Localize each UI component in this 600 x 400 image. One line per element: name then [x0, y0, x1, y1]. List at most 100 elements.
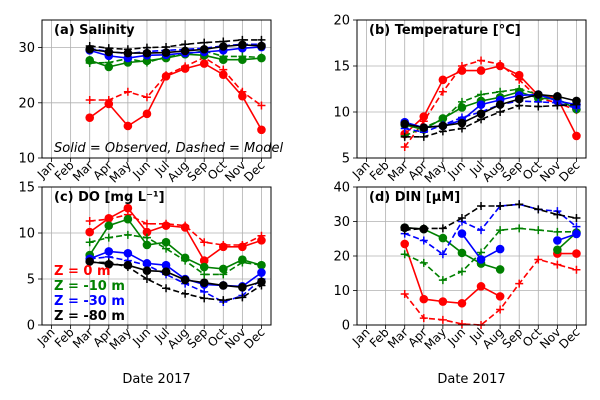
- model-point: [477, 226, 486, 235]
- observed-line: [89, 53, 262, 68]
- model-point: [142, 43, 151, 52]
- observed-point: [572, 229, 581, 239]
- model-point: [142, 233, 151, 242]
- observed-point: [400, 239, 410, 249]
- xtick-label: Dec: [241, 325, 267, 351]
- model-line: [404, 203, 578, 256]
- model-point: [104, 44, 113, 53]
- model-line: [89, 213, 262, 246]
- model-point: [572, 222, 581, 231]
- model-point: [553, 260, 562, 269]
- observed-point: [257, 125, 266, 135]
- ytick-label: 10: [18, 227, 35, 242]
- model-point: [534, 226, 543, 235]
- model-point: [534, 255, 543, 264]
- model-point: [572, 100, 581, 109]
- model-point: [123, 45, 132, 54]
- model-point: [496, 226, 505, 235]
- xtick-label: Jun: [129, 325, 153, 349]
- model-point: [515, 101, 524, 110]
- model-point: [419, 258, 428, 267]
- model-point: [123, 87, 132, 96]
- model-point: [181, 256, 190, 265]
- observed-point: [123, 121, 133, 131]
- model-point: [400, 132, 409, 141]
- model-point: [400, 250, 409, 259]
- panel-din: 010203040JanFebMarAprMayJunJulAugSepOctN…: [333, 181, 587, 387]
- observed-point: [438, 233, 448, 243]
- ytick-label: 30: [333, 215, 350, 230]
- model-point: [438, 250, 447, 259]
- observed-point: [514, 70, 524, 80]
- observed-point: [514, 94, 524, 104]
- panel-note: Solid = Observed, Dashed = Model: [54, 141, 283, 156]
- observed-point: [476, 255, 486, 264]
- panel-frame: [356, 186, 587, 326]
- model-point: [515, 224, 524, 233]
- observed-point: [476, 66, 486, 75]
- model-point: [496, 201, 505, 210]
- model-point: [457, 62, 466, 70]
- observed-point: [104, 247, 114, 256]
- ytick-label: 10: [333, 284, 350, 299]
- xtick-label: Jun: [444, 158, 468, 182]
- x-axis-label: Date 2017: [122, 372, 190, 387]
- model-point: [85, 96, 94, 105]
- observed-point: [572, 131, 581, 141]
- model-line: [404, 203, 577, 231]
- model-point: [257, 231, 266, 240]
- model-point: [515, 200, 524, 209]
- observed-point: [457, 298, 467, 308]
- observed-point: [161, 267, 171, 276]
- model-point: [457, 124, 466, 133]
- observed-point: [476, 109, 486, 119]
- ytick-label: 40: [333, 181, 350, 196]
- observed-point: [199, 278, 209, 287]
- model-point: [534, 205, 543, 214]
- model-point: [400, 289, 409, 298]
- observed-point: [257, 41, 266, 51]
- observed-point: [257, 268, 266, 277]
- observed-point: [142, 227, 152, 237]
- model-point: [200, 238, 209, 247]
- model-point: [238, 240, 247, 249]
- legend-entry: Z = 0 m: [54, 264, 111, 279]
- observed-point: [218, 42, 228, 51]
- observed-point: [199, 59, 209, 68]
- observed-line: [89, 43, 262, 54]
- model-point: [438, 87, 447, 96]
- model-point: [181, 40, 190, 49]
- ytick-label: 10: [333, 106, 350, 121]
- model-point: [534, 102, 543, 111]
- observed-point: [438, 121, 448, 131]
- observed-point: [476, 282, 486, 291]
- model-line: [404, 227, 577, 282]
- model-point: [200, 270, 209, 279]
- xtick-label: Dec: [241, 158, 267, 184]
- observed-point: [257, 236, 266, 245]
- observed-point: [161, 260, 171, 270]
- model-line: [89, 39, 262, 51]
- model-point: [200, 294, 209, 303]
- observed-point: [438, 297, 448, 306]
- model-point: [238, 258, 247, 267]
- observed-point: [400, 119, 410, 129]
- model-point: [162, 219, 171, 228]
- model-point: [104, 233, 113, 242]
- model-point: [553, 210, 562, 219]
- model-point: [162, 43, 171, 52]
- xtick-label: Jun: [444, 325, 468, 349]
- observed-point: [419, 112, 429, 121]
- model-line: [404, 59, 577, 148]
- xtick-label: Jun: [129, 158, 153, 182]
- model-point: [496, 60, 505, 69]
- observed-point: [495, 292, 505, 301]
- model-point: [181, 289, 190, 298]
- observed-point: [495, 100, 505, 109]
- observed-point: [199, 44, 209, 54]
- observed-point: [218, 281, 228, 290]
- observed-point: [533, 90, 543, 99]
- observed-point: [123, 203, 133, 213]
- model-point: [438, 127, 447, 136]
- model-point: [477, 201, 486, 210]
